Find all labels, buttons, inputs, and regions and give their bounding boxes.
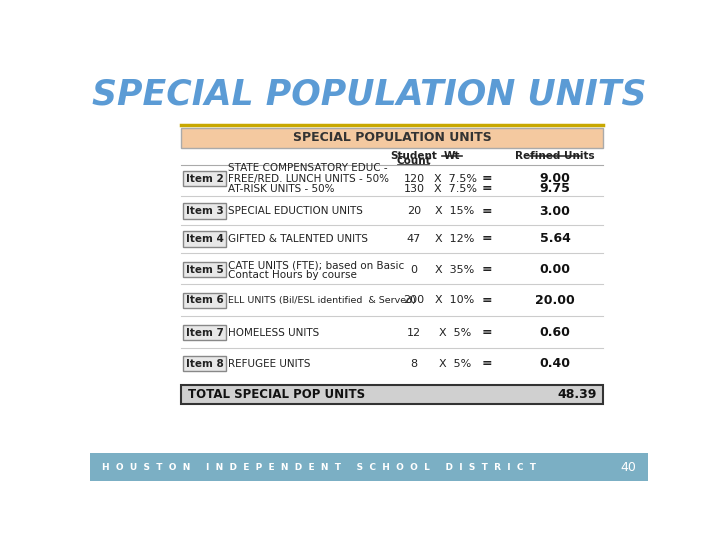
Text: =: = (482, 357, 492, 370)
FancyBboxPatch shape (183, 325, 226, 340)
FancyBboxPatch shape (183, 171, 226, 186)
Text: X  10%: X 10% (436, 295, 474, 306)
Text: Refined Units: Refined Units (516, 151, 595, 161)
Text: Wt: Wt (444, 151, 460, 161)
FancyBboxPatch shape (183, 262, 226, 278)
Text: 0.00: 0.00 (539, 263, 570, 276)
Text: 20: 20 (407, 206, 421, 216)
Text: =: = (482, 294, 492, 307)
Text: =: = (482, 205, 492, 218)
Text: SPECIAL POPULATION UNITS: SPECIAL POPULATION UNITS (293, 131, 492, 144)
Text: REFUGEE UNITS: REFUGEE UNITS (228, 359, 310, 369)
Text: SPECIAL POPULATION UNITS: SPECIAL POPULATION UNITS (91, 77, 647, 111)
Text: =: = (482, 326, 492, 339)
Text: 0.60: 0.60 (539, 326, 570, 339)
Text: X  12%: X 12% (436, 234, 474, 244)
Text: 120: 120 (403, 174, 425, 184)
Text: 40: 40 (621, 461, 636, 474)
Text: SPECIAL EDUCTION UNITS: SPECIAL EDUCTION UNITS (228, 206, 363, 216)
Text: 9.00: 9.00 (539, 172, 570, 185)
Text: =: = (482, 172, 492, 185)
Text: X  7.5%: X 7.5% (433, 174, 477, 184)
Text: FREE/RED. LUNCH UNITS - 50%: FREE/RED. LUNCH UNITS - 50% (228, 174, 389, 184)
Text: Count: Count (397, 157, 431, 166)
Text: 200: 200 (403, 295, 425, 306)
Text: Contact Hours by course: Contact Hours by course (228, 270, 357, 280)
Text: Student: Student (390, 151, 437, 161)
Text: 0: 0 (410, 265, 418, 275)
Text: HOMELESS UNITS: HOMELESS UNITS (228, 328, 319, 338)
Text: Item 4: Item 4 (186, 234, 224, 244)
FancyBboxPatch shape (183, 204, 226, 219)
Text: CATE UNITS (FTE); based on Basic: CATE UNITS (FTE); based on Basic (228, 260, 404, 270)
Text: AT-RISK UNITS - 50%: AT-RISK UNITS - 50% (228, 184, 335, 194)
Text: 20.00: 20.00 (535, 294, 575, 307)
Text: Item 8: Item 8 (186, 359, 224, 369)
Text: Item 2: Item 2 (186, 174, 224, 184)
Text: 5.64: 5.64 (539, 232, 570, 245)
Text: Item 6: Item 6 (186, 295, 224, 306)
Text: 48.39: 48.39 (557, 388, 597, 401)
Text: 130: 130 (403, 184, 425, 194)
Text: X  7.5%: X 7.5% (433, 184, 477, 194)
Text: 8: 8 (410, 359, 418, 369)
Text: Item 7: Item 7 (186, 328, 224, 338)
FancyBboxPatch shape (183, 293, 226, 308)
Text: Item 3: Item 3 (186, 206, 224, 216)
FancyBboxPatch shape (181, 385, 603, 403)
FancyBboxPatch shape (90, 453, 648, 481)
Text: 47: 47 (407, 234, 421, 244)
Text: =: = (482, 263, 492, 276)
Text: Item 5: Item 5 (186, 265, 224, 275)
Text: 3.00: 3.00 (539, 205, 570, 218)
Text: =: = (482, 232, 492, 245)
FancyBboxPatch shape (183, 231, 226, 247)
FancyBboxPatch shape (183, 356, 226, 372)
Text: X  35%: X 35% (436, 265, 474, 275)
Text: X  5%: X 5% (439, 359, 471, 369)
Text: TOTAL SPECIAL POP UNITS: TOTAL SPECIAL POP UNITS (188, 388, 365, 401)
Text: 9.75: 9.75 (539, 183, 570, 195)
FancyBboxPatch shape (181, 128, 603, 148)
Text: =: = (482, 183, 492, 195)
Text: 0.40: 0.40 (539, 357, 570, 370)
Text: STATE COMPENSATORY EDUC -: STATE COMPENSATORY EDUC - (228, 163, 387, 173)
Text: X  5%: X 5% (439, 328, 471, 338)
Text: H  O  U  S  T  O  N     I  N  D  E  P  E  N  D  E  N  T     S  C  H  O  O  L    : H O U S T O N I N D E P E N D E N T S C … (102, 463, 536, 472)
Text: 12: 12 (407, 328, 421, 338)
Text: GIFTED & TALENTED UNITS: GIFTED & TALENTED UNITS (228, 234, 368, 244)
Text: X  15%: X 15% (436, 206, 474, 216)
Text: ELL UNITS (Bil/ESL identified  & Served): ELL UNITS (Bil/ESL identified & Served) (228, 296, 416, 305)
